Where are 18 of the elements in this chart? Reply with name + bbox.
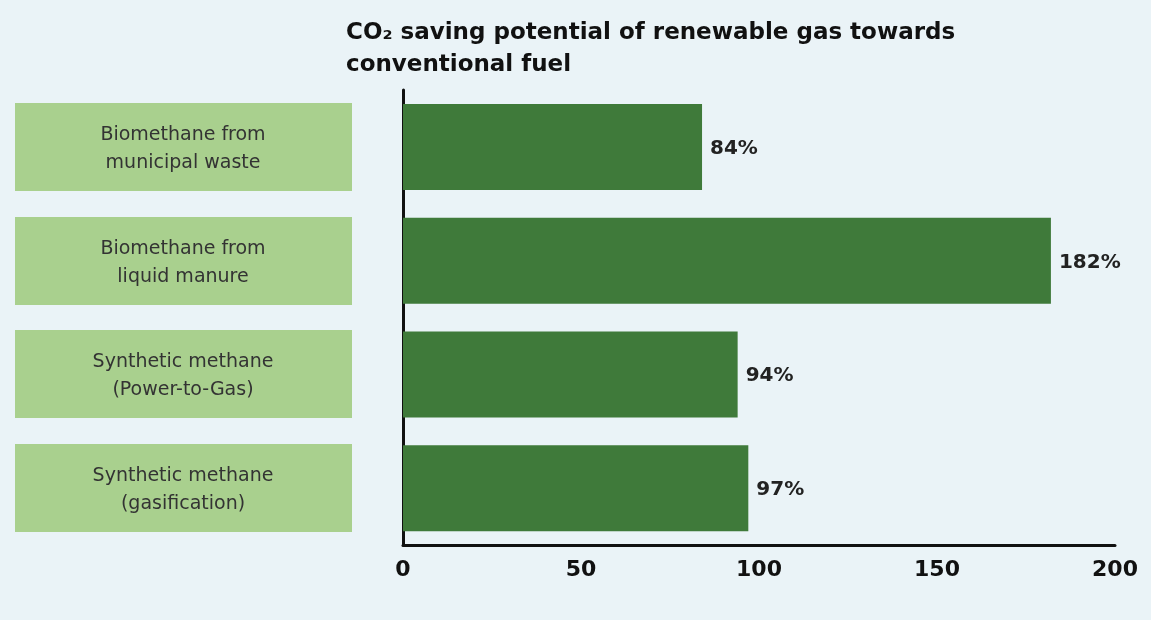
data-label: 97% (756, 476, 805, 501)
data-label: 182% (1058, 248, 1121, 273)
x-tick-label: 100 (736, 555, 782, 581)
bar (403, 331, 738, 418)
chart-title: CO₂ saving potential of renewable gas towards conventional fuel (346, 18, 964, 76)
y-tick-label: Biomethane from liquid manure (100, 235, 266, 286)
bar (403, 445, 749, 532)
x-tick-label: 150 (914, 555, 960, 581)
data-label: 94% (745, 362, 794, 387)
data-label: 84% (710, 134, 758, 159)
x-tick-label: 200 (1092, 555, 1138, 581)
y-tick-label: Biomethane from municipal waste (100, 121, 266, 172)
y-tick-label: Synthetic methane (Power-to-Gas) (92, 349, 274, 400)
bar (403, 103, 703, 190)
bar (403, 217, 1051, 304)
y-tick-label: Synthetic methane (gasification) (92, 463, 274, 514)
x-tick-label: 0 (395, 555, 411, 581)
x-tick-label: 50 (565, 555, 597, 581)
